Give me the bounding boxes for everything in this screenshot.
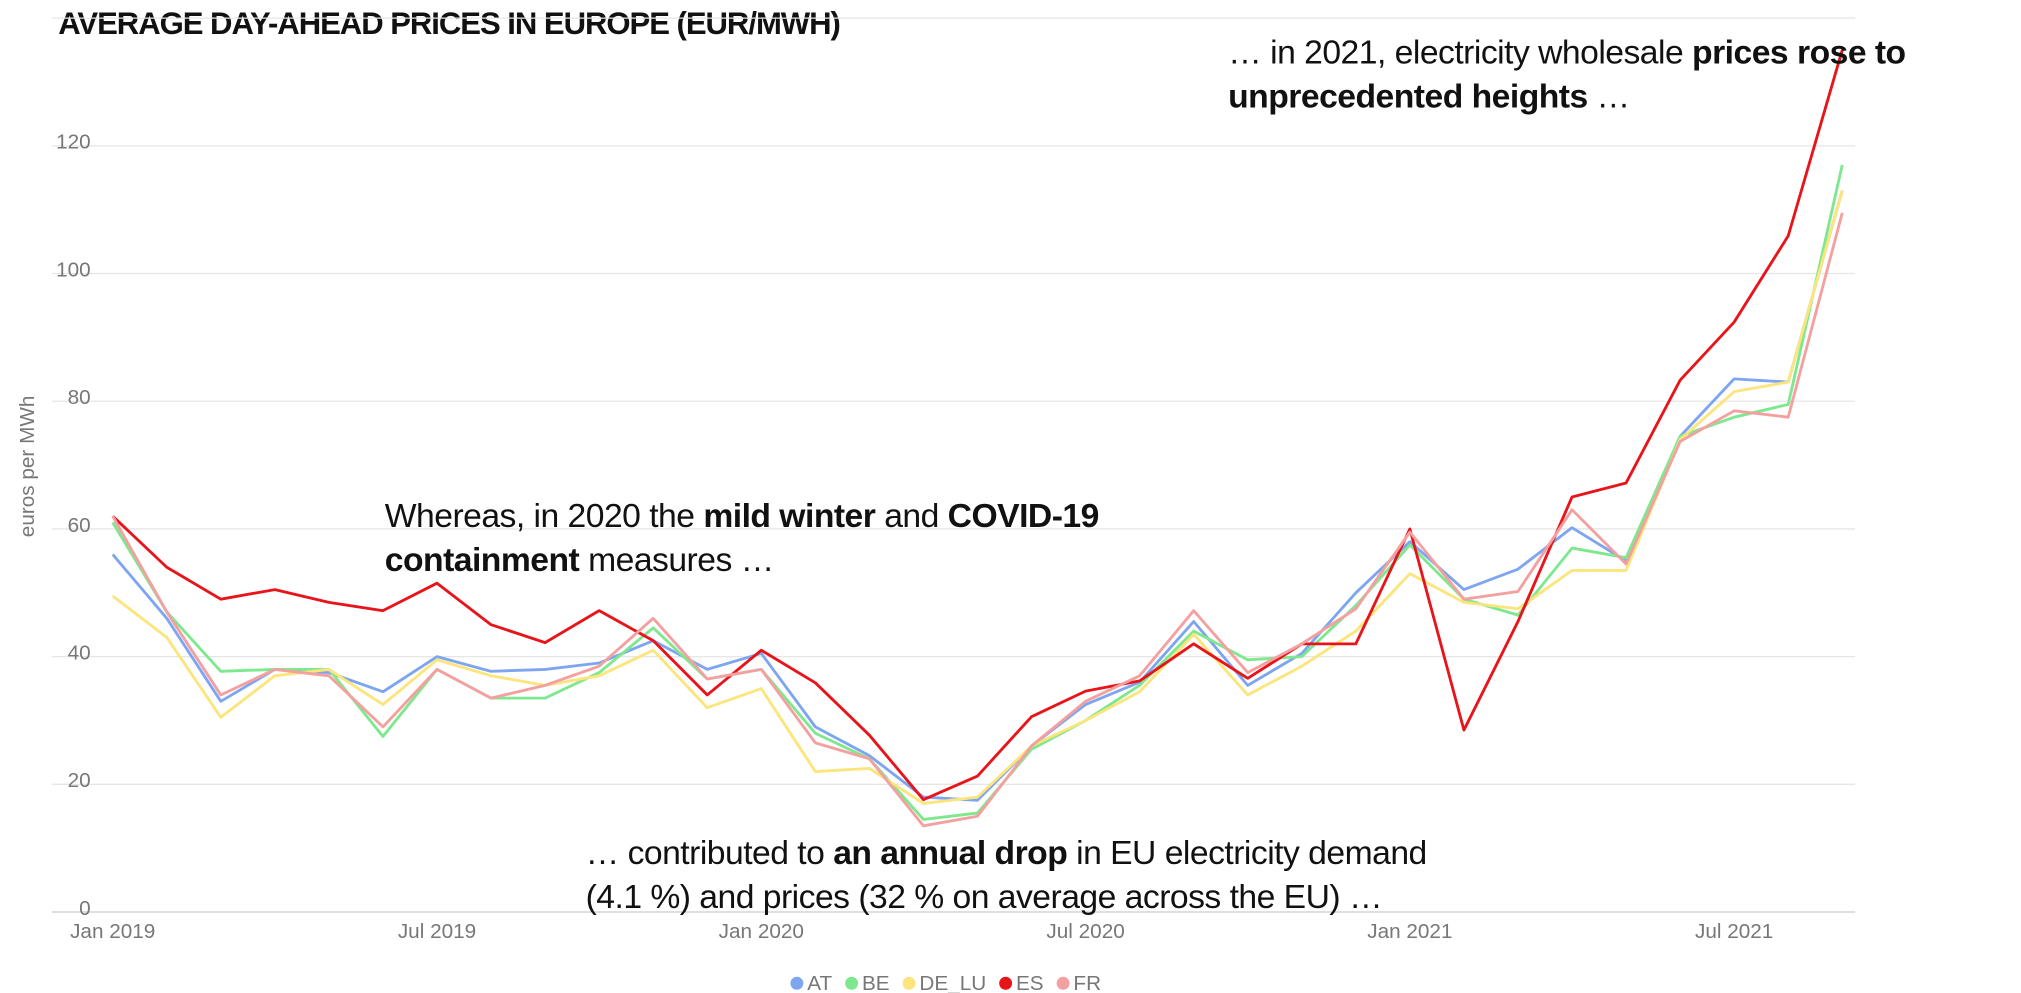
annotation: (4.1 %) and prices (32 % on average acro… [586,879,1383,916]
annotation-segment: containment [385,542,580,579]
legend-marker [902,976,916,990]
annotation: … in 2021, electricity wholesale prices … [1228,34,1905,71]
annotation: Whereas, in 2020 the mild winter and COV… [385,498,1099,535]
annotation-segment: mild winter [703,498,875,535]
series-line [111,164,1844,821]
legend-label: BE [862,972,890,993]
y-tick-label: 40 [68,642,91,665]
annotation-segment: COVID-19 [948,498,1099,535]
annotation-segment: … [1588,78,1630,115]
annotation-segment: … in 2021, electricity wholesale [1228,34,1692,71]
annotation-segment: … contributed to [586,835,834,872]
annotation-segment: Whereas, in 2020 the [385,498,704,535]
annotation-segment: prices rose to [1692,34,1906,71]
series-line [111,190,1844,805]
annotation: … contributed to an annual drop in EU el… [586,835,1427,872]
x-tick-label: Jul 2020 [1046,920,1124,943]
legend-marker [790,976,804,990]
annotation-segment: and [875,498,947,535]
y-tick-label: 20 [68,769,91,792]
chart-title: AVERAGE DAY-AHEAD PRICES IN EUROPE (EUR/… [58,6,840,41]
annotation-segment: (4.1 %) and prices (32 % on average acro… [586,879,1383,916]
legend-marker [845,976,859,990]
y-axis-label: euros per MWh [16,396,39,538]
legend-label: AT [807,972,832,993]
annotation-segment: in EU electricity demand [1067,835,1426,872]
legend: AT BE DE_LU ES FR [790,972,1101,993]
y-tick-label: 0 [79,897,91,920]
x-tick-label: Jan 2019 [70,920,155,943]
legend-label: FR [1073,972,1101,993]
annotation: unprecedented heights … [1228,78,1630,115]
y-tick-label: 80 [68,386,91,409]
annotation-segment: unprecedented heights [1228,78,1588,115]
x-tick-label: Jan 2020 [719,920,804,943]
x-tick-label: Jul 2019 [398,920,476,943]
x-tick-label: Jul 2021 [1695,920,1773,943]
legend-label: ES [1016,972,1044,993]
annotation: containment measures … [385,542,774,579]
legend-marker [999,976,1013,990]
x-tick-label: Jan 2021 [1367,920,1452,943]
y-tick-label: 60 [68,514,91,537]
legend-marker [1056,976,1070,990]
series-line [111,212,1844,828]
y-tick-label: 100 [56,258,91,281]
annotation-segment: an annual drop [833,835,1067,872]
y-tick-label: 120 [56,131,91,154]
annotation-segment: measures … [579,542,774,579]
legend-label: DE_LU [919,972,986,993]
